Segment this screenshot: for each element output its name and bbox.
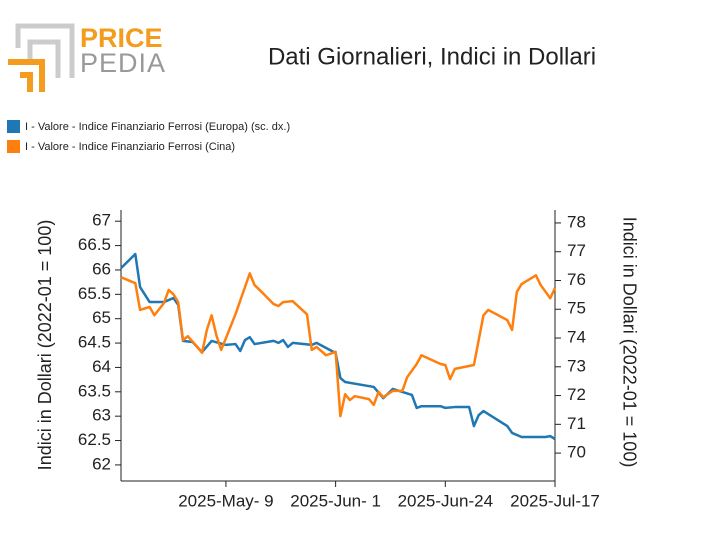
logo-shape [15, 23, 75, 78]
y2-tick-label: 77 [567, 241, 586, 260]
y-tick-label: 67 [92, 211, 111, 230]
y2-tick-label: 73 [567, 356, 586, 375]
y-tick-label: 63 [92, 406, 111, 425]
logo: PRICE PEDIA [8, 23, 166, 92]
x-tick-label: 2025-Jun- 1 [290, 491, 381, 510]
y2-tick-label: 70 [567, 443, 586, 462]
logo-text: PEDIA [80, 48, 166, 78]
y-tick-label: 62 [92, 454, 111, 473]
legend-label: I - Valore - Indice Finanziario Ferrosi … [25, 141, 235, 153]
x-tick-label: 2025-Jun-24 [398, 491, 493, 510]
y-axis-label: Indici in Dollari (2022-01 = 100) [35, 220, 55, 471]
y-tick-label: 65 [92, 308, 111, 327]
chart-title: Dati Giornalieri, Indici in Dollari [268, 43, 596, 70]
logo-shape [20, 72, 33, 92]
logo-text: PRICE [80, 23, 163, 53]
y2-tick-label: 78 [567, 212, 586, 231]
x-tick-label: 2025-Jul-17 [510, 491, 600, 510]
y2-axis-label: Indici in Dollari (2022-01 = 100) [619, 217, 639, 468]
logo-shape [8, 59, 45, 92]
legend-swatch [7, 120, 20, 133]
legend-label: I - Valore - Indice Finanziario Ferrosi … [25, 121, 290, 133]
logo-shape [27, 39, 61, 78]
y2-tick-label: 75 [567, 299, 586, 318]
y-tick-label: 66.5 [78, 235, 111, 254]
y-tick-label: 62.5 [78, 430, 111, 449]
y-tick-label: 64 [92, 357, 111, 376]
y-tick-label: 66 [92, 259, 111, 278]
y-tick-label: 63.5 [78, 381, 111, 400]
y-tick-label: 65.5 [78, 284, 111, 303]
y2-tick-label: 76 [567, 270, 586, 289]
y2-tick-label: 71 [567, 414, 586, 433]
y-tick-label: 64.5 [78, 333, 111, 352]
x-tick-label: 2025-May- 9 [178, 491, 273, 510]
legend-swatch [7, 140, 20, 153]
series-line [120, 252, 556, 441]
y2-tick-label: 74 [567, 328, 586, 347]
y2-tick-label: 72 [567, 385, 586, 404]
series-line [120, 272, 557, 418]
